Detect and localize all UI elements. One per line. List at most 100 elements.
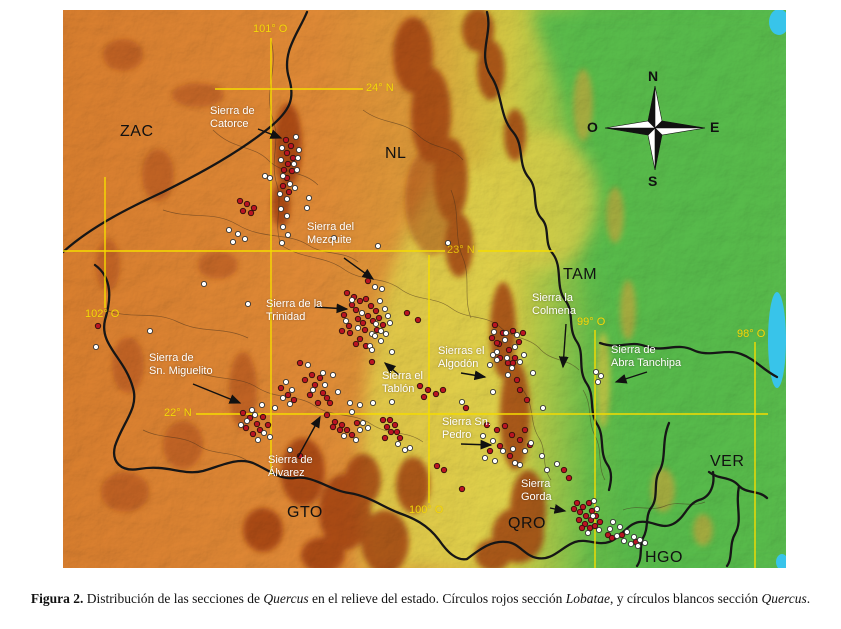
- lobatae-marker: [508, 431, 516, 439]
- quercus-marker: [444, 239, 452, 247]
- quercus-marker: [584, 529, 592, 537]
- quercus-marker: [592, 368, 600, 376]
- quercus-marker: [378, 285, 386, 293]
- lobatae-marker: [513, 376, 521, 384]
- quercus-marker: [330, 234, 338, 242]
- lobatae-marker: [486, 447, 494, 455]
- lobatae-marker: [387, 428, 395, 436]
- lobatae-marker: [608, 534, 616, 542]
- quercus-marker: [511, 459, 519, 467]
- quercus-marker: [616, 523, 624, 531]
- lobatae-marker: [280, 166, 288, 174]
- quercus-marker: [371, 283, 379, 291]
- quercus-marker: [359, 419, 367, 427]
- quercus-marker: [641, 539, 649, 547]
- lobatae-marker: [259, 413, 267, 421]
- lobatae-marker: [285, 188, 293, 196]
- quercus-marker: [372, 320, 380, 328]
- lobatae-marker: [301, 376, 309, 384]
- lobatae-marker: [364, 277, 372, 285]
- quercus-marker: [291, 184, 299, 192]
- figure-caption-text: Distribución de las secciones de Quercus…: [83, 590, 811, 606]
- quercus-marker: [352, 436, 360, 444]
- quercus-marker: [520, 351, 528, 359]
- lobatae-marker: [591, 522, 599, 530]
- quercus-marker: [630, 533, 638, 541]
- quercus-marker: [334, 388, 342, 396]
- compass-e-label: E: [710, 119, 720, 135]
- quercus-marker: [146, 327, 154, 335]
- lobatae-marker: [326, 399, 334, 407]
- quercus-marker: [636, 536, 644, 544]
- lobatae-marker: [493, 426, 501, 434]
- quercus-marker: [388, 348, 396, 356]
- lobatae-marker: [505, 346, 513, 354]
- lobatae-marker: [509, 327, 517, 335]
- compass-n-label: N: [648, 68, 659, 84]
- quercus-marker: [248, 406, 256, 414]
- sierra-arrow: [383, 362, 400, 376]
- quercus-marker: [340, 432, 348, 440]
- quercus-marker: [364, 424, 372, 432]
- quercus-marker: [481, 454, 489, 462]
- quercus-marker: [374, 242, 382, 250]
- lobatae-marker: [432, 390, 440, 398]
- lobatae-marker: [94, 322, 102, 330]
- quercus-marker: [501, 336, 509, 344]
- quercus-marker: [283, 195, 291, 203]
- quercus-marker: [295, 146, 303, 154]
- lobatae-marker: [352, 306, 360, 314]
- figure-caption: Figura 2. Distribución de las secciones …: [0, 590, 841, 608]
- quercus-marker: [490, 328, 498, 336]
- quercus-marker: [271, 404, 279, 412]
- quercus-marker: [502, 329, 510, 337]
- quercus-marker: [376, 297, 384, 305]
- lobatae-marker: [462, 404, 470, 412]
- lobatae-marker: [345, 322, 353, 330]
- quercus-marker: [493, 348, 501, 356]
- lobatae-marker: [346, 329, 354, 337]
- quercus-marker: [529, 369, 537, 377]
- quercus-marker: [590, 497, 598, 505]
- lobatae-marker: [506, 452, 514, 460]
- sierra-arrow: [460, 370, 487, 381]
- quercus-marker: [292, 133, 300, 141]
- quercus-marker: [356, 401, 364, 409]
- lobatae-marker: [560, 466, 568, 474]
- lobatae-marker: [420, 393, 428, 401]
- quercus-marker: [277, 156, 285, 164]
- quercus-marker: [613, 532, 621, 540]
- quercus-marker: [606, 525, 614, 533]
- lobatae-marker: [250, 204, 258, 212]
- terrain-art: [63, 10, 786, 568]
- lobatae-marker: [356, 335, 364, 343]
- lobatae-marker: [348, 301, 356, 309]
- lobatae-marker: [416, 382, 424, 390]
- quercus-marker: [284, 231, 292, 239]
- quercus-marker: [369, 399, 377, 407]
- lobatae-marker: [343, 426, 351, 434]
- lobatae-marker: [565, 474, 573, 482]
- quercus-marker: [401, 446, 409, 454]
- quercus-marker: [368, 346, 376, 354]
- quercus-marker: [516, 461, 524, 469]
- quercus-marker: [225, 226, 233, 234]
- quercus-marker: [623, 528, 631, 536]
- quercus-marker: [503, 354, 511, 362]
- quercus-marker: [509, 445, 517, 453]
- lobatae-marker: [579, 503, 587, 511]
- quercus-marker: [348, 408, 356, 416]
- quercus-marker: [288, 386, 296, 394]
- quercus-marker: [286, 446, 294, 454]
- quercus-marker: [243, 417, 251, 425]
- quercus-marker: [491, 457, 499, 465]
- lobatae-marker: [284, 160, 292, 168]
- graticule: [63, 38, 768, 568]
- quercus-marker: [597, 372, 605, 380]
- lobatae-marker: [509, 359, 517, 367]
- lobatae-marker: [319, 389, 327, 397]
- municipal-boundaries: [104, 39, 706, 511]
- quercus-marker: [634, 542, 642, 550]
- lobatae-marker: [288, 167, 296, 175]
- lobatae-marker: [393, 428, 401, 436]
